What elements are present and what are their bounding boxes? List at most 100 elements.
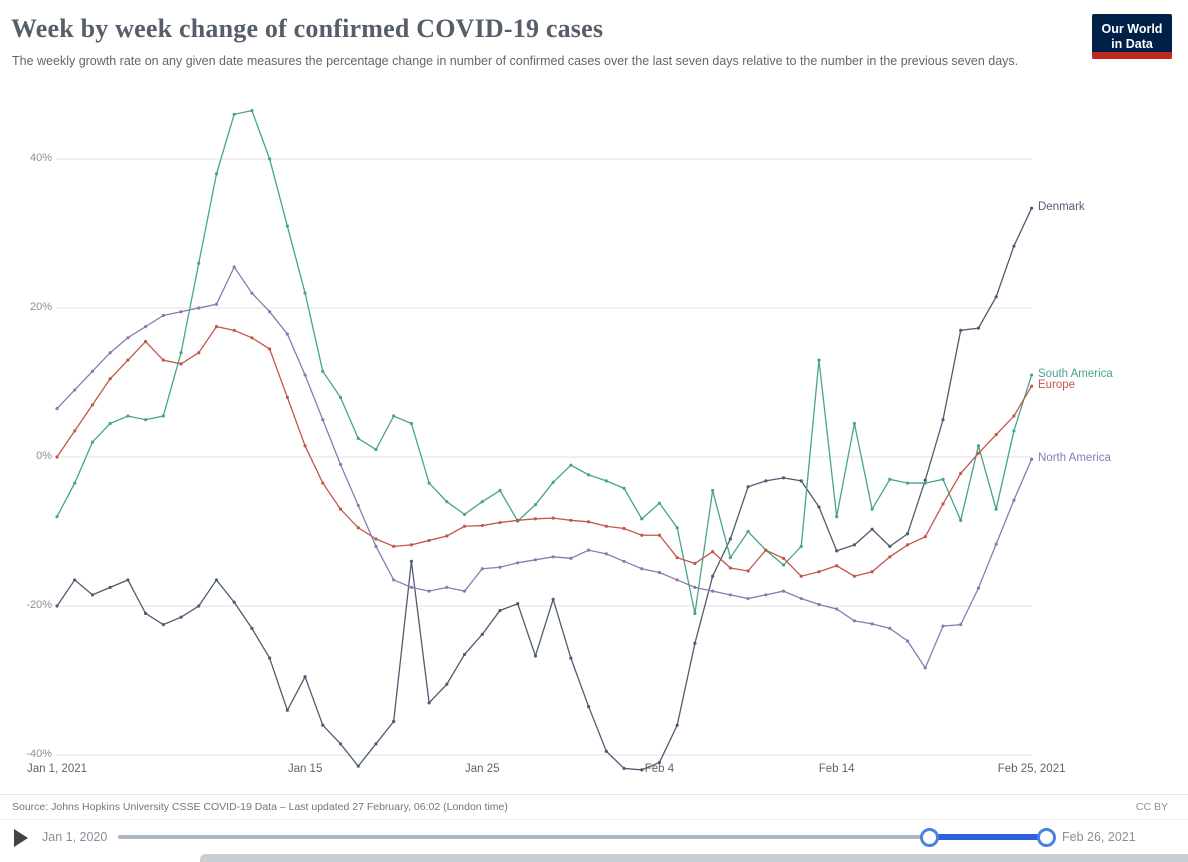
data-point xyxy=(90,593,95,597)
data-point xyxy=(587,548,591,552)
data-point xyxy=(498,520,502,525)
data-point xyxy=(941,502,945,506)
data-point xyxy=(923,481,927,485)
data-point xyxy=(711,589,715,593)
data-point xyxy=(268,310,272,314)
data-point xyxy=(905,532,910,536)
data-point xyxy=(1030,373,1034,377)
data-point xyxy=(250,336,254,340)
data-point xyxy=(462,524,467,528)
series-label-south-america[interactable]: South America xyxy=(1038,368,1113,381)
play-button[interactable] xyxy=(14,828,36,848)
data-point xyxy=(445,500,449,504)
timeline-handle-end[interactable] xyxy=(1037,828,1056,847)
footer-divider xyxy=(0,794,1188,795)
data-point xyxy=(675,578,679,582)
data-point xyxy=(73,481,77,485)
data-point xyxy=(835,515,839,519)
data-point xyxy=(941,624,945,628)
data-point xyxy=(392,719,396,724)
timeline-track[interactable] xyxy=(118,828,1056,847)
data-point xyxy=(888,626,892,630)
data-point xyxy=(870,622,874,626)
data-point xyxy=(144,339,148,344)
data-point xyxy=(835,607,839,611)
data-point xyxy=(657,501,662,505)
data-point xyxy=(197,351,201,355)
timeline-end-label[interactable]: Feb 26, 2021 xyxy=(1062,830,1136,844)
data-point xyxy=(480,500,484,504)
data-point xyxy=(587,473,591,477)
data-point xyxy=(764,548,768,552)
data-point xyxy=(126,578,130,582)
data-point xyxy=(604,749,608,753)
data-point xyxy=(338,742,343,746)
page-title: Week by week change of confirmed COVID-1… xyxy=(11,14,604,43)
data-point xyxy=(657,570,662,575)
data-point xyxy=(197,604,201,608)
owid-logo[interactable]: Our World in Data xyxy=(1092,14,1172,59)
data-point xyxy=(870,527,874,531)
data-point xyxy=(108,585,112,589)
data-point xyxy=(498,488,502,493)
data-point xyxy=(427,538,431,543)
data-point xyxy=(303,291,307,295)
data-point xyxy=(835,564,839,568)
data-point xyxy=(870,507,874,511)
data-point xyxy=(923,478,927,482)
source-note: Source: Johns Hopkins University CSSE CO… xyxy=(12,801,508,813)
data-point xyxy=(144,418,148,422)
data-point xyxy=(888,555,892,559)
series-label-europe[interactable]: Europe xyxy=(1038,379,1076,392)
data-point xyxy=(303,373,307,377)
data-point xyxy=(569,518,573,522)
data-point xyxy=(640,517,644,521)
data-point xyxy=(711,488,715,493)
data-point xyxy=(569,556,573,560)
data-point xyxy=(959,518,963,522)
data-point xyxy=(781,476,786,480)
data-point xyxy=(338,507,343,511)
data-point xyxy=(711,574,715,578)
data-point xyxy=(888,544,892,549)
data-point xyxy=(604,479,608,483)
data-point xyxy=(746,529,750,534)
data-point xyxy=(728,555,732,560)
data-point xyxy=(285,708,289,712)
data-point xyxy=(551,480,555,484)
data-point xyxy=(462,512,467,516)
data-point xyxy=(285,224,289,228)
data-point xyxy=(161,313,165,318)
data-point xyxy=(746,485,750,489)
data-point xyxy=(356,526,360,530)
data-point xyxy=(728,593,732,597)
page-scrollbar-thumb[interactable] xyxy=(200,854,1188,862)
license-link[interactable]: CC BY xyxy=(1135,801,1168,813)
data-point xyxy=(179,362,183,366)
series-label-denmark[interactable]: Denmark xyxy=(1038,201,1085,214)
timeline-handle-start[interactable] xyxy=(920,828,939,847)
data-point xyxy=(356,764,360,768)
data-point xyxy=(533,517,538,521)
data-point xyxy=(711,550,715,554)
data-point xyxy=(976,326,981,330)
data-point xyxy=(250,291,254,295)
timeline-start-label[interactable]: Jan 1, 2020 xyxy=(42,830,108,844)
data-point xyxy=(90,440,95,444)
data-point xyxy=(480,567,484,571)
data-point xyxy=(55,604,59,608)
series-label-north-america[interactable]: North America xyxy=(1038,452,1111,465)
y-axis-tick-label: 20% xyxy=(29,301,52,313)
data-point xyxy=(232,112,236,116)
data-point xyxy=(941,477,945,481)
data-point xyxy=(214,172,219,176)
x-axis-tick-label: Jan 15 xyxy=(287,763,323,775)
data-point xyxy=(126,358,130,362)
data-point xyxy=(409,543,413,547)
data-point xyxy=(73,578,77,582)
data-point xyxy=(640,768,644,772)
x-axis-tick-label: Feb 4 xyxy=(644,763,675,775)
data-point xyxy=(799,544,803,549)
data-point xyxy=(73,388,77,392)
data-point xyxy=(622,526,626,531)
